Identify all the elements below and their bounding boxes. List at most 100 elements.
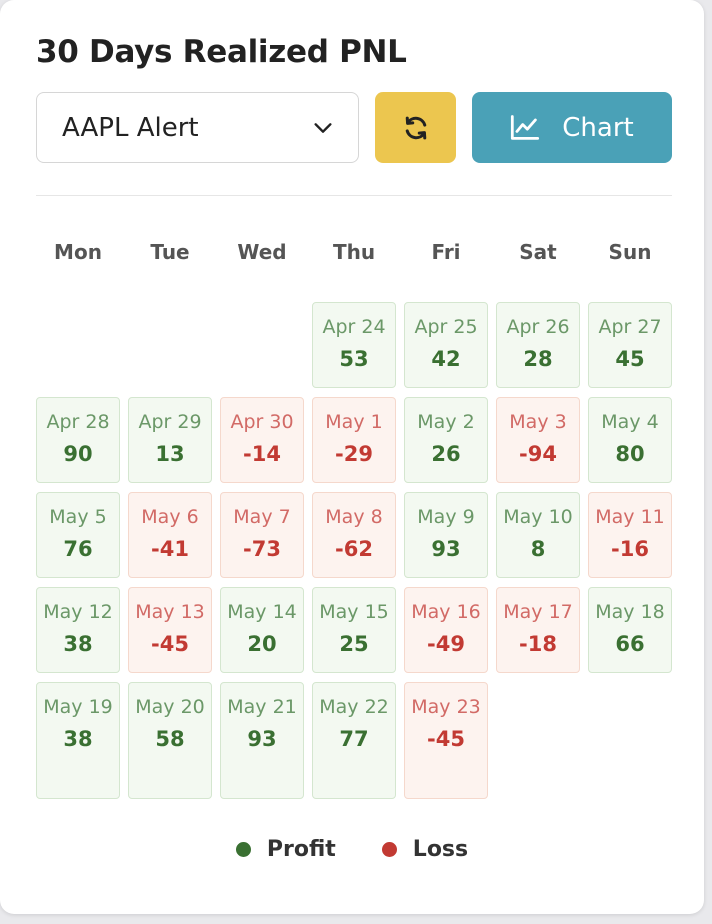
day-pnl-value: -45 <box>151 632 189 656</box>
day-cell[interactable]: May 19 38 <box>36 682 120 799</box>
legend-label: Loss <box>412 836 469 862</box>
day-cell[interactable]: Apr 26 28 <box>496 302 580 388</box>
day-pnl-value: 25 <box>339 632 369 656</box>
day-date: Apr 26 <box>506 316 570 338</box>
day-cell[interactable]: Apr 24 53 <box>312 302 396 388</box>
day-cell[interactable]: Apr 27 45 <box>588 302 672 388</box>
day-cell[interactable]: May 18 66 <box>588 587 672 673</box>
day-pnl-value: 8 <box>530 537 546 561</box>
day-pnl-value: -14 <box>243 442 281 466</box>
day-pnl-value: -41 <box>151 537 189 561</box>
day-pnl-value: 26 <box>431 442 461 466</box>
day-pnl-value: -29 <box>335 442 373 466</box>
weekday-mon: Mon <box>54 240 102 264</box>
day-pnl-value: 58 <box>155 727 185 751</box>
day-date: May 23 <box>411 696 481 718</box>
day-date: May 16 <box>411 601 481 623</box>
day-pnl-value: 66 <box>615 632 645 656</box>
day-cell[interactable]: May 11 -16 <box>588 492 672 578</box>
day-pnl-value: 38 <box>63 632 93 656</box>
day-date: May 3 <box>509 411 567 433</box>
day-date: May 20 <box>135 696 205 718</box>
day-date: Apr 24 <box>322 316 386 338</box>
day-date: May 9 <box>417 506 475 528</box>
loss-dot-icon <box>381 841 397 857</box>
weekday-wed: Wed <box>237 240 287 264</box>
day-pnl-value: -16 <box>611 537 649 561</box>
day-cell[interactable]: May 2 26 <box>404 397 488 483</box>
day-date: May 2 <box>417 411 475 433</box>
chevron-down-icon <box>314 122 332 133</box>
day-date: May 21 <box>227 696 297 718</box>
legend-label: Profit <box>266 836 336 862</box>
day-date: Apr 30 <box>230 411 294 433</box>
strategy-select-value: AAPL Alert <box>62 112 199 143</box>
day-cell[interactable]: May 23 -45 <box>404 682 488 799</box>
day-date: May 10 <box>503 506 573 528</box>
weekday-header: Mon Tue Wed Thu Fri Sat Sun <box>36 240 676 268</box>
day-date: May 19 <box>43 696 113 718</box>
legend-item-profit: Profit <box>235 836 336 862</box>
pnl-card: 30 Days Realized PNL AAPL Alert Chart Mo… <box>0 0 704 914</box>
day-cell[interactable]: May 15 25 <box>312 587 396 673</box>
chart-button-label: Chart <box>562 112 634 143</box>
day-date: May 5 <box>49 506 107 528</box>
day-pnl-value: -62 <box>335 537 373 561</box>
day-cell[interactable]: May 10 8 <box>496 492 580 578</box>
day-date: May 17 <box>503 601 573 623</box>
day-pnl-value: 93 <box>431 537 461 561</box>
day-cell[interactable]: Apr 28 90 <box>36 397 120 483</box>
chart-button[interactable]: Chart <box>472 92 672 163</box>
day-date: Apr 29 <box>138 411 202 433</box>
day-pnl-value: 93 <box>247 727 277 751</box>
day-date: May 14 <box>227 601 297 623</box>
day-cell[interactable]: Apr 29 13 <box>128 397 212 483</box>
day-cell[interactable]: Apr 25 42 <box>404 302 488 388</box>
day-pnl-value: -94 <box>519 442 557 466</box>
day-cell[interactable]: May 8 -62 <box>312 492 396 578</box>
day-date: May 13 <box>135 601 205 623</box>
day-date: May 8 <box>325 506 383 528</box>
day-pnl-value: 45 <box>615 347 645 371</box>
day-pnl-value: 80 <box>615 442 645 466</box>
day-cell[interactable]: May 5 76 <box>36 492 120 578</box>
day-cell[interactable]: May 12 38 <box>36 587 120 673</box>
day-cell[interactable]: May 1 -29 <box>312 397 396 483</box>
day-date: May 7 <box>233 506 291 528</box>
day-pnl-value: 28 <box>523 347 553 371</box>
weekday-tue: Tue <box>150 240 190 264</box>
day-pnl-value: -18 <box>519 632 557 656</box>
day-cell[interactable]: May 16 -49 <box>404 587 488 673</box>
day-cell[interactable]: Apr 30 -14 <box>220 397 304 483</box>
day-cell[interactable]: May 7 -73 <box>220 492 304 578</box>
weekday-fri: Fri <box>431 240 461 264</box>
day-pnl-value: 77 <box>339 727 369 751</box>
refresh-icon <box>405 116 426 139</box>
day-pnl-value: 20 <box>247 632 277 656</box>
weekday-thu: Thu <box>332 240 376 264</box>
day-pnl-value: 13 <box>155 442 185 466</box>
day-cell[interactable]: May 9 93 <box>404 492 488 578</box>
day-date: Apr 28 <box>46 411 110 433</box>
strategy-select[interactable]: AAPL Alert <box>36 92 359 163</box>
weekday-sat: Sat <box>519 240 557 264</box>
day-cell[interactable]: May 20 58 <box>128 682 212 799</box>
day-pnl-value: 76 <box>63 537 93 561</box>
day-cell[interactable]: May 4 80 <box>588 397 672 483</box>
day-cell[interactable]: May 6 -41 <box>128 492 212 578</box>
day-pnl-value: -73 <box>243 537 281 561</box>
day-cell[interactable]: May 13 -45 <box>128 587 212 673</box>
page-title: 30 Days Realized PNL <box>36 34 407 70</box>
day-pnl-value: 53 <box>339 347 369 371</box>
day-cell[interactable]: May 17 -18 <box>496 587 580 673</box>
day-cell[interactable]: May 3 -94 <box>496 397 580 483</box>
day-cell[interactable]: May 22 77 <box>312 682 396 799</box>
day-pnl-value: -49 <box>427 632 465 656</box>
weekday-sun: Sun <box>608 240 652 264</box>
day-cell[interactable]: May 21 93 <box>220 682 304 799</box>
day-cell[interactable]: May 14 20 <box>220 587 304 673</box>
refresh-button[interactable] <box>375 92 456 163</box>
day-date: May 1 <box>325 411 383 433</box>
day-date: May 15 <box>319 601 389 623</box>
day-date: Apr 27 <box>598 316 662 338</box>
